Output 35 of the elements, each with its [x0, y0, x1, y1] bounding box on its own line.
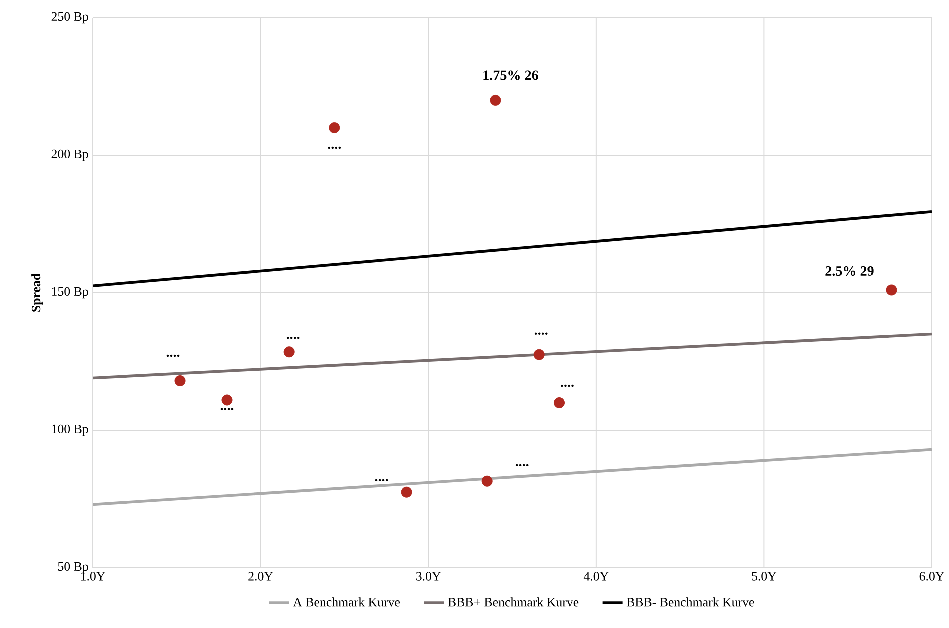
annotation: .... [166, 354, 180, 358]
y-tick-label: 50 Bp [58, 562, 88, 574]
annotation: .... [561, 384, 574, 388]
x-tick-label: 1.0Y [81, 572, 106, 581]
annotation: .... [220, 408, 234, 410]
point [886, 284, 898, 296]
point [284, 346, 295, 358]
point [174, 375, 186, 387]
x-tick-label: 2.0Y [248, 572, 274, 581]
y-tick-label: 100 Bp [52, 424, 88, 436]
x-tick-label: 3.0Y [416, 572, 441, 581]
y-tick-label: 250 Bp [52, 12, 88, 24]
x-tick-label: 6.0Y [920, 572, 944, 581]
point [554, 397, 565, 409]
annotation: .... [375, 479, 388, 482]
annotation: .... [534, 332, 548, 336]
x-tick-label: 4.0Y [584, 572, 609, 581]
legend-label: BBB- Benchmark Kurve [626, 598, 754, 607]
point [222, 394, 233, 406]
point [401, 486, 412, 498]
annotation: 1.75% 26 [484, 70, 538, 80]
y-axis-title: Spread [32, 274, 44, 312]
x-tick-label: 5.0Y [752, 572, 777, 581]
annotation: 2.5% 29 [826, 266, 874, 276]
legend-label: A Benchmark Kurve [293, 598, 400, 607]
point [482, 476, 493, 487]
annotation: .... [328, 146, 342, 150]
y-tick-label: 150 Bp [52, 287, 88, 299]
point [329, 122, 340, 134]
point [534, 349, 545, 360]
point [490, 94, 502, 106]
legend-label: BBB+ Benchmark Kurve [448, 598, 579, 607]
annotation: .... [286, 336, 300, 340]
y-tick-label: 200 Bp [52, 150, 88, 162]
annotation: .... [516, 464, 529, 467]
